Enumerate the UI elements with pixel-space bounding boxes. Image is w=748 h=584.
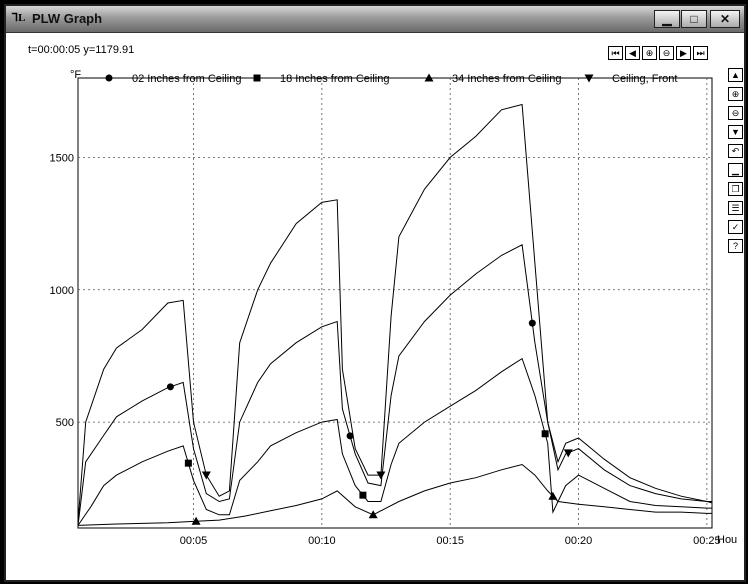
legend-marker	[424, 73, 434, 82]
scroll-down-icon[interactable]: ▼	[728, 125, 743, 139]
plot-area[interactable]	[77, 77, 713, 529]
maximize-window-button[interactable]: □	[681, 10, 707, 28]
plw-graph-window: ⅂L PLW Graph ▁ □ ✕ t=00:00:05 y=1179.91 …	[4, 4, 746, 582]
help-icon[interactable]: ?	[728, 239, 743, 253]
close-window-button[interactable]: ✕	[710, 10, 740, 28]
y-tick-label: 1500	[50, 152, 74, 164]
series-marker	[376, 471, 386, 480]
minimize-icon[interactable]: ▁	[728, 163, 743, 177]
series-line-2	[77, 357, 712, 526]
series-line-3	[77, 463, 712, 526]
series-marker	[184, 459, 192, 467]
legend-entry: 34 Inches from Ceiling	[452, 73, 561, 85]
y-tick-label: 500	[56, 417, 74, 429]
y-tick-label: 1000	[50, 285, 74, 297]
legend-entry: Ceiling, Front	[612, 73, 677, 85]
zoom-in-icon[interactable]: ⊕	[642, 46, 657, 60]
series-line-1	[77, 244, 713, 526]
temperature-chart[interactable]: 00:05 00:10 00:15 00:20 00:25 500 1000 1500 02 …	[6, 6, 748, 584]
legend-marker	[253, 74, 261, 82]
series-marker	[368, 510, 378, 519]
series-marker	[359, 491, 367, 499]
series-marker	[563, 449, 573, 458]
series-marker	[528, 319, 536, 327]
zoom-in-vertical-icon[interactable]: ⊕	[728, 87, 743, 101]
first-page-icon[interactable]: ⏮	[608, 46, 623, 60]
cursor-readout: t=00:00:05 y=1179.91	[28, 44, 135, 56]
series-marker	[191, 516, 201, 525]
legend-entry: 18 Inches from Ceiling	[280, 73, 389, 85]
last-page-icon[interactable]: ⏭	[693, 46, 708, 60]
series-marker	[346, 432, 354, 440]
list-icon[interactable]: ☰	[728, 201, 743, 215]
legend-marker	[584, 74, 594, 83]
x-tick-label: 00:15	[436, 535, 464, 547]
undo-icon[interactable]: ↶	[728, 144, 743, 158]
zoom-out-vertical-icon[interactable]: ⊖	[728, 106, 743, 120]
series-marker	[201, 471, 211, 480]
x-tick-label: 00:20	[565, 535, 593, 547]
x-tick-label: 00:05	[180, 535, 208, 547]
legend-entry: 02 Inches from Ceiling	[132, 73, 241, 85]
legend-marker	[105, 74, 113, 82]
minimize-window-button[interactable]: ▁	[654, 10, 680, 28]
x-tick-label: 00:10	[308, 535, 336, 547]
window-title: PLW Graph	[32, 11, 103, 26]
x-axis-label: Hou	[717, 534, 737, 546]
x-tick-label: 00:25	[693, 535, 721, 547]
next-page-icon[interactable]: ▶	[676, 46, 691, 60]
restore-icon[interactable]: ❐	[728, 182, 743, 196]
series-line-0	[77, 103, 712, 523]
prev-page-icon[interactable]: ◀	[625, 46, 640, 60]
check-icon[interactable]: ✓	[728, 220, 743, 234]
title-bar[interactable]: ⅂L PLW Graph ▁ □ ✕	[6, 6, 744, 33]
series-marker	[548, 491, 558, 500]
zoom-out-icon[interactable]: ⊖	[659, 46, 674, 60]
scroll-up-icon[interactable]: ▲	[728, 68, 743, 82]
plw-app-icon[interactable]: ⅂L	[12, 12, 26, 24]
series-marker	[166, 383, 174, 391]
y-axis-label: °F	[70, 69, 81, 81]
series-marker	[541, 430, 549, 438]
